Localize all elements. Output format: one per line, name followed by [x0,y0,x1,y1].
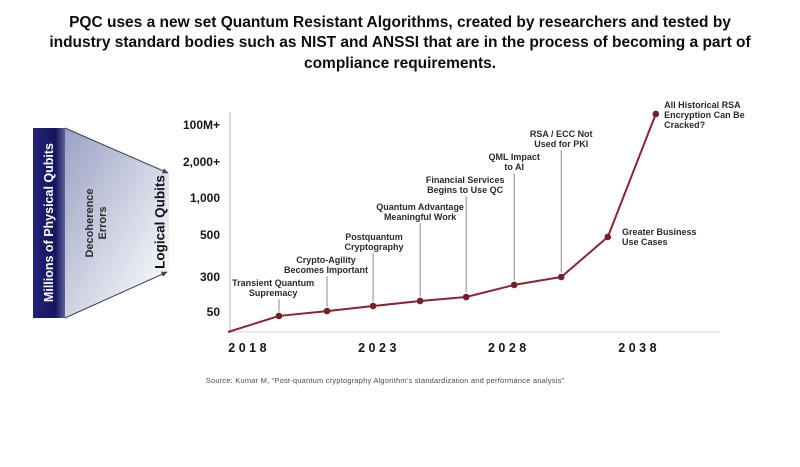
x-tick-label-0: 2018 [228,341,271,355]
data-point-3 [416,297,424,305]
milestone-label-line: Becomes Important [284,265,369,276]
data-point-2 [369,302,377,310]
milestone-label-8: All Historical RSA Encryption Can Be Crack… [664,100,764,130]
y-tick-label-3: 500 [199,227,220,242]
milestone-label-line: All Historical RSA [664,99,741,110]
milestone-label-line: Meaningful Work [383,212,457,223]
milestone-label-6: RSA / ECC Not Used for PKI [496,129,626,149]
milestone-label-line: Cracked? [664,120,706,131]
milestone-label-3: Quantum Advantage Meaningful Work [355,202,485,222]
milestone-label-line: Used for PKI [534,139,589,150]
milestone-label-4: Financial Services Begins to Use QC [400,175,530,195]
milestone-label-line: Cryptography [344,241,404,252]
milestone-label-line: Crypto-Agility [296,255,356,265]
milestone-label-line: Postquantum [345,231,403,242]
y-tick-label-0: 100M+ [182,117,220,132]
milestone-label-line: QML Impact [488,152,540,163]
milestone-label-1: Crypto-Agility Becomes Important [261,255,391,275]
milestone-label-line: Quantum Advantage [376,201,464,212]
physical-qubits-bar: Millions of Physical Qubits [33,128,65,318]
milestone-label-line: Encryption Can Be [664,109,745,120]
y-tick-label-2: 1,000 [189,191,220,206]
funnel-shape [65,128,169,318]
decoherence-label-line1: Decoherence [83,188,96,258]
y-tick-label-1: 2,000+ [182,154,220,169]
milestone-label-5: QML Impact to AI [449,152,579,172]
chart-svg [227,110,720,333]
milestone-label-line: Greater Business [622,227,697,238]
decoherence-funnel-icon [64,127,169,319]
milestone-label-line: Begins to Use QC [427,184,504,195]
data-point-7 [604,233,612,241]
x-tick-label-1: 2023 [358,341,400,355]
funnel-top-arrow [64,127,169,174]
milestone-label-line: Use Cases [622,237,668,248]
data-point-1 [323,307,331,315]
milestone-label-line: Supremacy [248,288,298,299]
funnel-bottom-arrow [64,271,168,319]
data-point-5 [510,281,518,289]
physical-qubits-bar-label: Millions of Physical Qubits [42,143,56,303]
milestone-label-0: Transient Quantum Supremacy [208,278,338,298]
y-tick-label-4: 300 [199,270,220,284]
milestone-label-line: to AI [504,162,525,173]
y-tick-label-5: 50 [206,304,220,319]
milestone-label-line: Financial Services [425,174,505,185]
milestone-label-2: Postquantum Cryptography [309,232,439,252]
data-point-0 [275,312,283,320]
slide-title: PQC uses a new set Quantum Resistant Alg… [49,14,751,72]
decoherence-label-line2: Errors [97,206,109,240]
decoherence-errors-label: Decoherence Errors [84,148,110,298]
data-point-4 [462,293,470,301]
x-tick-label-2: 2028 [487,341,530,355]
x-tick-label-3: 2038 [618,341,661,355]
milestone-label-line: RSA / ECC Not [529,128,593,139]
line-chart-plot-area: 100M+ 2,000+ 1,000 500 300 50 2018 2023 2028 2038… [183,100,745,355]
milestone-label-7: Greater Business Use Cases [622,227,722,247]
source-citation: Source: Kumar M, “Post-quantum cryptogra… [205,376,565,385]
data-point-6 [557,273,565,281]
milestone-label-line: Transient Quantum [232,278,315,289]
data-point-8 [652,110,660,118]
data-line [227,113,657,333]
physical-qubits-funnel-graphic: Millions of Physical Qubits Decoherence … [33,126,183,322]
